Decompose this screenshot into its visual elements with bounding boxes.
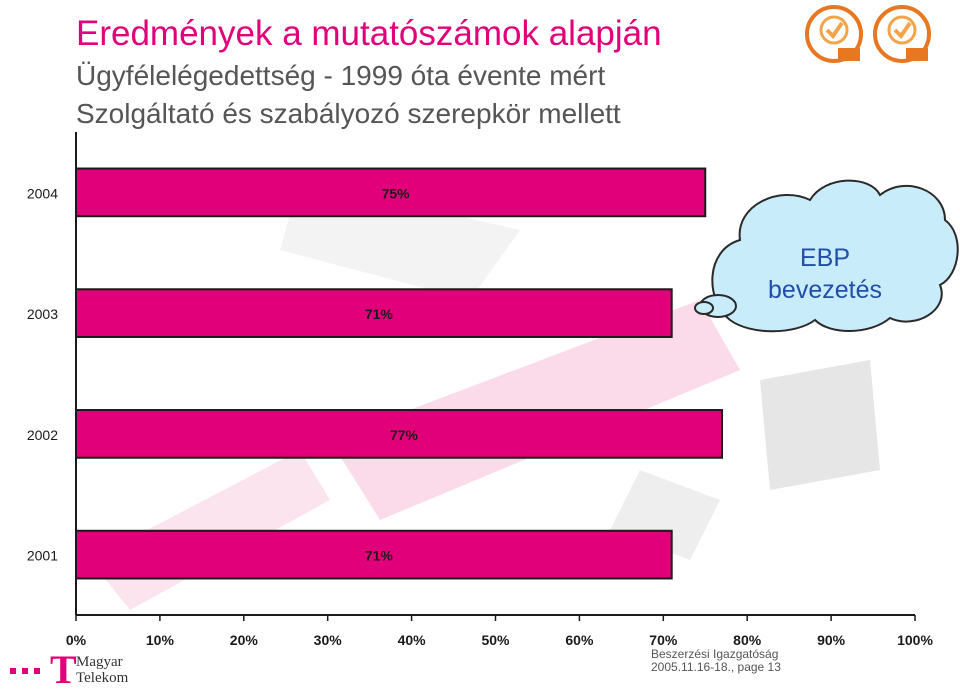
thought-bubble-callout <box>694 179 959 333</box>
iso-certification-seal-icon <box>805 5 863 63</box>
category-label: 2003 <box>27 306 58 322</box>
logo-line-1: Magyar <box>76 654 123 670</box>
x-tick-label: 80% <box>733 632 762 648</box>
category-label: 2004 <box>27 185 58 201</box>
x-tick-label: 0% <box>66 632 87 648</box>
callout-line-1: EBP <box>799 244 851 272</box>
x-tick-label: 90% <box>817 632 846 648</box>
page-subtitle-1: Ügyfélelégedettség - 1999 óta évente mér… <box>76 60 606 91</box>
x-tick-label: 20% <box>230 632 259 648</box>
data-label: 77% <box>390 427 419 443</box>
data-label: 75% <box>382 185 411 201</box>
x-tick-label: 30% <box>314 632 343 648</box>
logo-line-2: Telekom <box>76 670 129 686</box>
data-label: 71% <box>365 548 394 564</box>
logo-wordmark: Magyar Telekom <box>76 654 128 686</box>
data-label: 71% <box>365 306 394 322</box>
footer: Beszerzési Igazgatóság 2005.11.16-18., p… <box>651 648 781 674</box>
x-tick-label: 40% <box>398 632 427 648</box>
footer-line-2: 2005.11.16-18., page 13 <box>651 660 781 674</box>
bar <box>75 409 724 459</box>
page-subtitle-2: Szolgáltató és szabályozó szerepkör mell… <box>76 98 621 129</box>
x-tick-label: 100% <box>897 632 933 648</box>
company-logo: T Magyar Telekom <box>8 650 148 694</box>
x-tick-label: 60% <box>565 632 594 648</box>
category-label: 2001 <box>27 548 58 564</box>
category-label: 2002 <box>27 427 58 443</box>
x-tick-label: 10% <box>146 632 175 648</box>
x-tick-label: 70% <box>649 632 678 648</box>
callout-line-2: bevezetés <box>768 276 882 304</box>
footer-line-1: Beszerzési Igazgatóság <box>651 647 779 661</box>
x-tick-label: 50% <box>481 632 510 648</box>
telekom-t-icon: T <box>50 647 77 692</box>
logo-dots-icon <box>8 668 48 678</box>
bar <box>75 288 673 338</box>
bar <box>75 529 673 580</box>
iso-certification-seal-icon <box>873 5 931 63</box>
page-title: Eredmények a mutatószámok alapján <box>76 14 662 53</box>
